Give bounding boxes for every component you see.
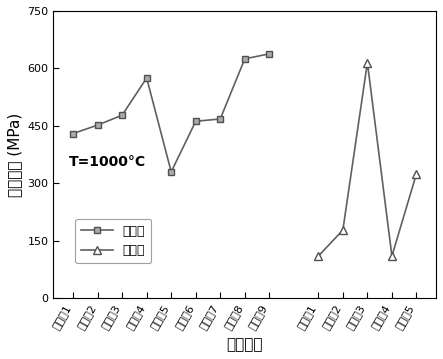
实施例: [95, 123, 100, 127]
Y-axis label: 抗拉强度 (MPa): 抗拉强度 (MPa): [7, 112, 22, 197]
Line: 实施例: 实施例: [70, 50, 273, 175]
实施例: [168, 170, 174, 174]
比较例: [340, 228, 346, 232]
实施例: [120, 113, 125, 117]
实施例: [218, 117, 223, 121]
比较例: [414, 172, 419, 176]
实施例: [144, 76, 149, 80]
实施例: [242, 57, 248, 61]
实施例: [70, 131, 76, 136]
X-axis label: 试样编号: 试样编号: [226, 337, 263, 352]
Text: T=1000°C: T=1000°C: [69, 155, 146, 169]
比较例: [389, 254, 395, 258]
Legend: 实施例, 比较例: 实施例, 比较例: [75, 219, 152, 263]
实施例: [267, 52, 272, 56]
实施例: [193, 119, 198, 123]
比较例: [365, 61, 370, 65]
比较例: [316, 254, 321, 258]
Line: 比较例: 比较例: [314, 59, 420, 260]
